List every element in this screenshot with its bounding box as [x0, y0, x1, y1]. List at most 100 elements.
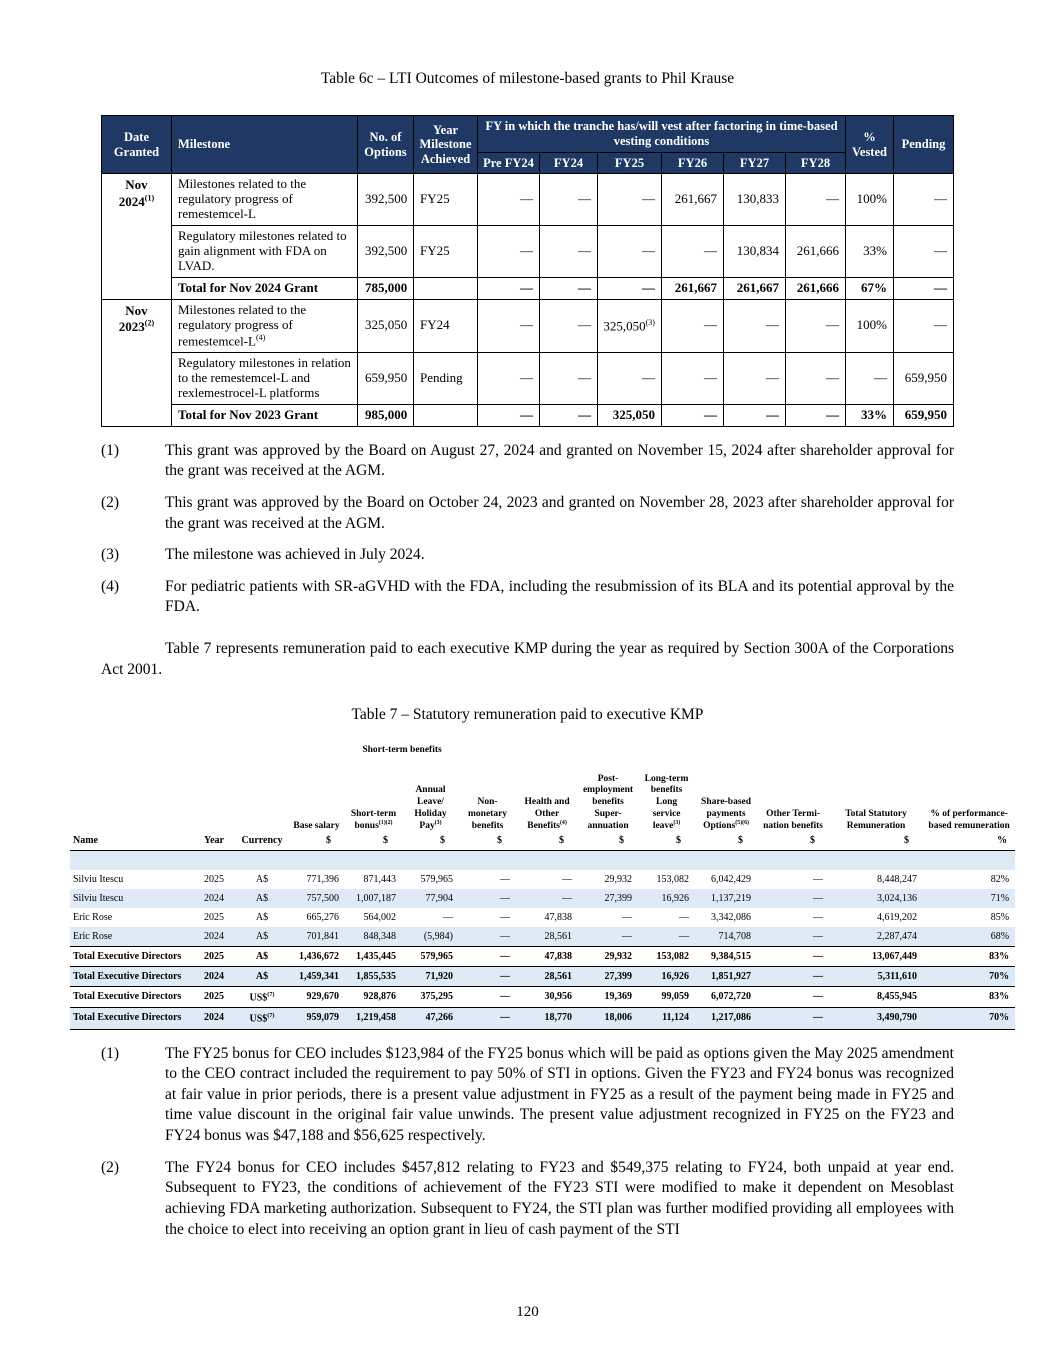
lti-milestone-row: Nov 2024(1) Milestones related to the reg… [101, 173, 954, 300]
value-cell: 70% [923, 966, 1016, 987]
value-cell: 8,448,247 [829, 870, 924, 889]
value-cell: — [578, 908, 639, 927]
currency-cell: US$(7) [236, 985, 288, 1008]
name-cell: Total Executive Directors [70, 1007, 192, 1030]
value-cell: 18,006 [578, 1007, 639, 1030]
column-header-short-term-bonus: Short-term bonus(1)(2) [345, 772, 402, 834]
value-cell: 3,490,790 [829, 1007, 924, 1030]
currency-cell: A$ [236, 966, 288, 987]
value-cell: — [757, 908, 830, 927]
currency-cell: A$ [236, 870, 288, 889]
value-cell: — [459, 908, 517, 927]
lti-header-row-1: Date Granted Milestone No. of Options Ye… [101, 114, 954, 175]
total-year-cell [413, 403, 478, 427]
pending-cell: — [893, 225, 954, 278]
year-achieved-cell: FY24 [413, 298, 478, 353]
column-header-health-other-benefits: Health and Other Benefits(4) [516, 772, 579, 834]
unit-dollar: $ [638, 833, 696, 851]
value-cell: — [459, 946, 517, 967]
footnote-text: For pediatric patients with SR-aGVHD wit… [165, 577, 954, 616]
year-cell: 2025 [192, 870, 236, 889]
value-cell: 714,708 [695, 927, 758, 947]
value-cell: 6,072,720 [695, 985, 758, 1008]
footnote-ref: (7) [267, 990, 275, 998]
value-cell: 28,561 [516, 966, 579, 987]
year-achieved-cell: FY25 [413, 173, 478, 227]
value-cell: — [459, 966, 517, 987]
milestone-cell: Regulatory milestones related to gain al… [171, 225, 358, 278]
header-pct-vested: % Vested [845, 114, 894, 175]
value-cell: 9,384,515 [695, 946, 758, 967]
fy-vest-cell: 325,050 [597, 403, 662, 427]
fy-vest-cell: — [477, 351, 540, 405]
value-cell: 99,059 [638, 985, 696, 1008]
value-cell: 701,841 [288, 927, 345, 947]
value-cell: 771,396 [288, 870, 345, 889]
pending-cell: — [893, 276, 954, 300]
column-header-annual-leave: Annual Leave/ Holiday Pay(3) [402, 772, 459, 834]
total-label-cell: Total for Nov 2024 Grant [171, 276, 358, 300]
lti-total-row: Total for Nov 2024 Grant 785,000— — —261,66… [102, 276, 954, 300]
header-spacer [516, 744, 1016, 773]
total-year-cell [413, 276, 478, 300]
value-cell: — [757, 870, 830, 889]
table7-title: Table 7 – Statutory remuneration paid to… [351, 706, 704, 724]
currency-cell: A$ [236, 946, 288, 967]
value-cell: 757,500 [288, 889, 345, 908]
value-cell: 579,965 [402, 946, 459, 967]
value-cell: 82% [923, 870, 1016, 889]
footnote: (3) The milestone was achieved in July 2… [101, 545, 954, 566]
value-cell: 1,435,445 [345, 946, 402, 967]
value-cell: 1,855,535 [345, 966, 402, 987]
year-achieved-cell: Pending [413, 351, 478, 405]
value-cell: — [459, 985, 517, 1008]
column-header-share-based-options: Share-based payments Options(5)(6) [695, 772, 758, 834]
table6c-footnotes: (1) This grant was approved by the Board… [101, 441, 954, 618]
value-cell: 83% [923, 946, 1016, 967]
value-cell: 13,067,449 [829, 946, 924, 967]
value-cell: 1,436,672 [288, 946, 345, 967]
pct-vested-cell: 33% [845, 403, 894, 427]
unit-dollar: $ [516, 833, 579, 851]
total-label-cell: Total for Nov 2023 Grant [171, 403, 358, 427]
value-cell: — [757, 1007, 830, 1030]
value-cell: 959,079 [288, 1007, 345, 1030]
value-cell: 1,007,187 [345, 889, 402, 908]
pct-vested-cell: — [845, 351, 894, 405]
fy-vest-cell: — [539, 298, 598, 353]
lti-total-row: Total for Nov 2023 Grant 985,000— —325,050… [102, 403, 954, 427]
name-cell: Total Executive Directors [70, 946, 192, 967]
column-header-non-monetary: Non-monetary benefits [459, 772, 517, 834]
footnote-ref: (4) [255, 332, 266, 342]
name-cell: Eric Rose [70, 908, 192, 927]
kmp-row: Eric Rose 2024 A$ 701,841 848,348 (5,984) —28,… [70, 927, 1016, 947]
milestone-cell: Milestones related to the regulatory pro… [171, 298, 358, 353]
fy-vest-cell: — [477, 225, 540, 278]
currency-column-header: Currency [236, 833, 288, 851]
value-cell: 1,851,927 [695, 966, 758, 987]
value-cell: 29,932 [578, 870, 639, 889]
value-cell: — [459, 927, 517, 947]
fy-vest-cell: — [539, 225, 598, 278]
header-fy27: FY27 [723, 151, 786, 175]
value-cell: 1,459,341 [288, 966, 345, 987]
table6c-title: Table 6c – LTI Outcomes of milestone-bas… [320, 70, 735, 87]
name-cell: Total Executive Directors [70, 966, 192, 987]
fy-vest-cell: — [661, 298, 724, 353]
footnote: (1) The FY25 bonus for CEO includes $123… [101, 1044, 954, 1147]
value-cell: 1,219,458 [345, 1007, 402, 1030]
options-cell: 392,500 [357, 225, 414, 278]
value-cell: 11,124 [638, 1007, 696, 1030]
value-cell: 47,266 [402, 1007, 459, 1030]
header-fy26: FY26 [661, 151, 724, 175]
value-cell: 1,217,086 [695, 1007, 758, 1030]
kmp-row: Silviu Itescu 2024 A$ 757,500 1,007,187 77,90… [70, 889, 1016, 908]
value-cell: 3,024,136 [829, 889, 924, 908]
unit-dollar: $ [757, 833, 830, 851]
value-cell: (5,984) [402, 927, 459, 947]
year-cell: 2025 [192, 985, 236, 1008]
column-header-superannuation: Post-employment benefits Super-annuation [578, 772, 639, 834]
header-fy-pre-fy24: Pre FY24 [477, 151, 540, 175]
value-cell: — [402, 908, 459, 927]
header-spacer [70, 744, 288, 773]
